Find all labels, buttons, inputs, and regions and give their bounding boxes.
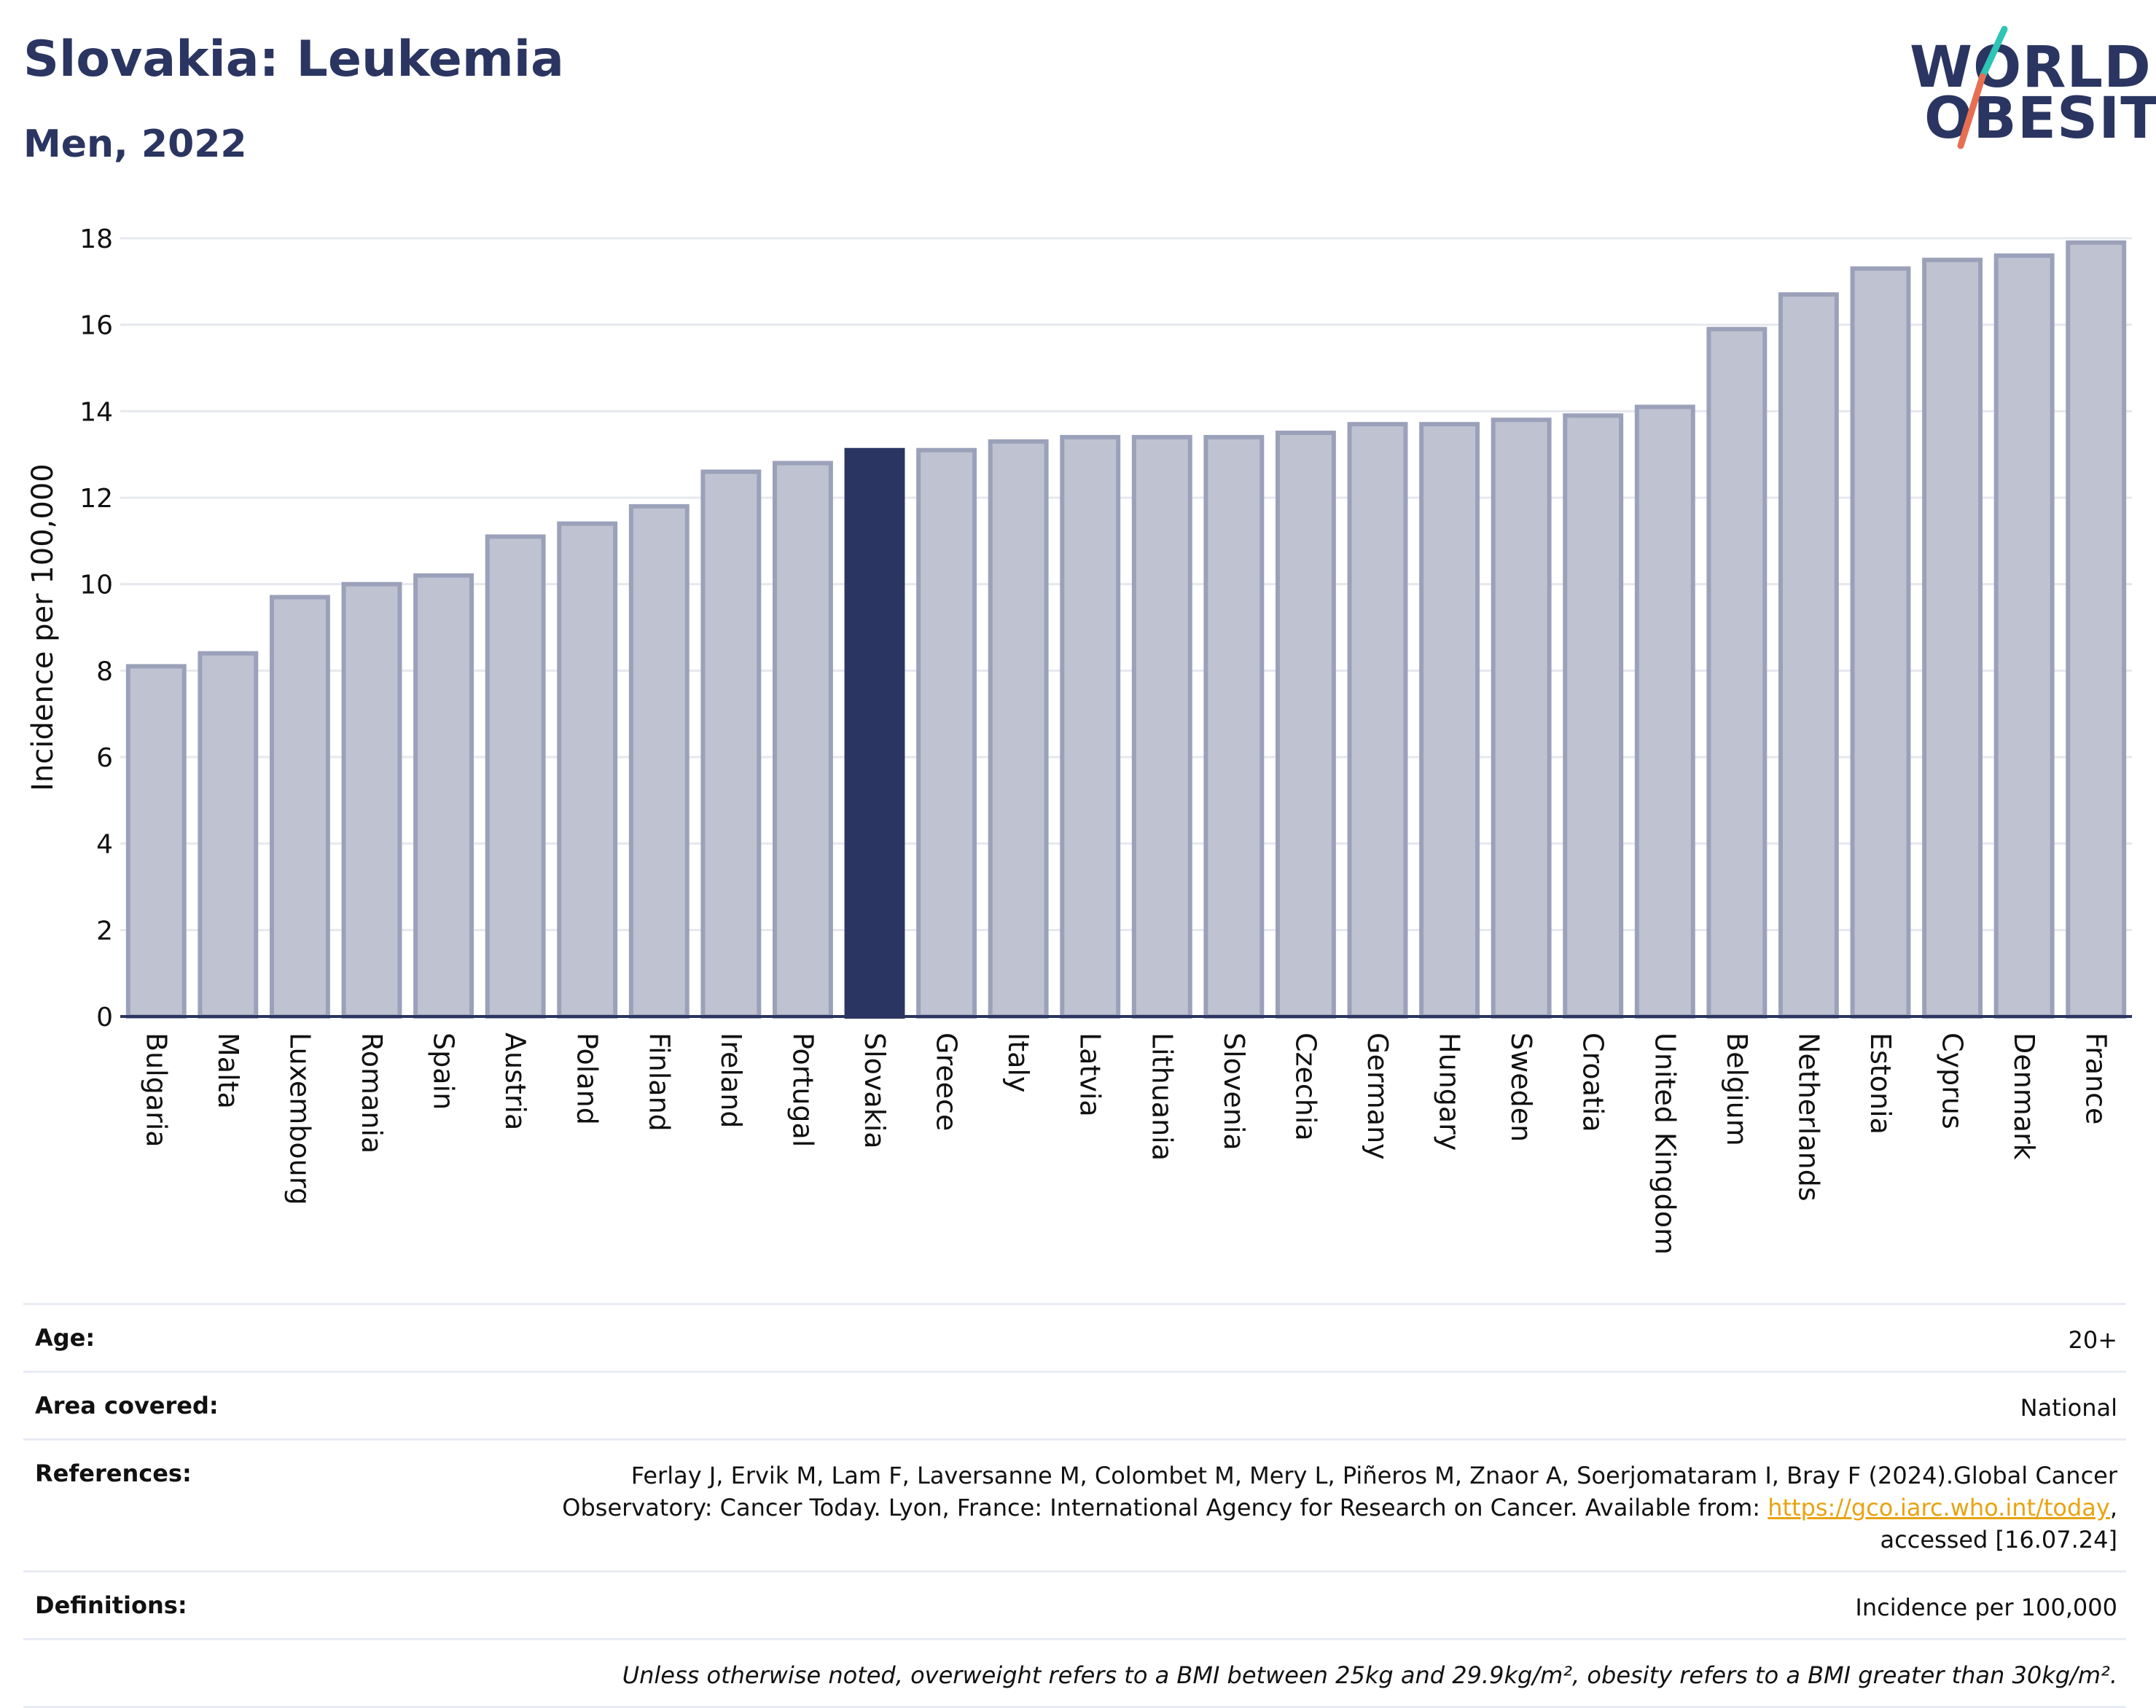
x-tick-label: Portugal [786,1033,819,1147]
area-value: National [2020,1394,2117,1422]
y-tick-label: 6 [96,743,113,773]
info-row-definitions: Definitions: Incidence per 100,000 [23,1570,2126,1638]
bar-estonia [1850,266,1911,1019]
bar-finland [628,504,690,1019]
bar-austria [485,534,546,1019]
y-tick-label: 10 [79,571,113,600]
references-line-3: accessed [16.07.24] [1880,1526,2117,1554]
bar-united-kingdom [1634,404,1695,1019]
y-axis-label: Incidence per 100,000 [26,463,60,791]
definitions-value: Incidence per 100,000 [1855,1594,2117,1621]
bar-belgium [1706,326,1768,1019]
logo-slash-icon [1957,26,2008,149]
age-value: 20+ [2068,1326,2117,1354]
x-tick-label: Romania [356,1033,388,1153]
info-row-references: References: Ferlay J, Ervik M, Lam F, La… [23,1438,2126,1570]
info-row-area: Area covered: National [23,1371,2126,1438]
bar-poland [557,521,618,1019]
references-line-2: Observatory: Cancer Today. Lyon, France:… [562,1494,1761,1521]
x-tick-label: Sweden [1505,1033,1537,1142]
references-line-1: Ferlay J, Ervik M, Lam F, Laversanne M, … [630,1462,2117,1489]
bar-greece [916,447,977,1019]
x-tick-label: Bulgaria [140,1033,172,1148]
world-obesity-logo: WORLD OBESITY [1895,22,2156,160]
x-tick-label: Czechia [1289,1033,1321,1141]
x-tick-label: Poland [571,1033,604,1125]
bar-slovakia [844,447,905,1019]
bar-italy [988,439,1049,1019]
page-title: Slovakia: Leukemia [23,31,564,88]
x-tick-label: Austria [499,1033,531,1130]
bar-spain [413,573,474,1019]
bar-netherlands [1778,292,1839,1019]
bar-hungary [1419,422,1480,1019]
x-tick-label: Estonia [1864,1033,1897,1135]
x-tick-label: Netherlands [1792,1033,1824,1202]
age-label: Age: [35,1324,95,1352]
x-tick-label: France [2080,1033,2112,1124]
logo-line-1: WORLD [1910,35,2152,101]
y-tick-label: 8 [96,657,113,686]
x-tick-label: Cyprus [1937,1033,1969,1129]
bar-ireland [700,469,762,1019]
x-tick-label: Germany [1362,1033,1394,1160]
info-row-note: Unless otherwise noted, overweight refer… [23,1638,2126,1708]
area-label: Area covered: [35,1392,219,1419]
bar-croatia [1563,413,1624,1019]
bar-portugal [772,461,833,1019]
bar-lithuania [1131,434,1192,1019]
x-tick-label: Slovenia [1218,1033,1250,1151]
y-tick-label: 2 [96,916,113,946]
bar-chart: 0 2 4 6 8 10 12 14 16 18 Incidence per 100,000 Bulg… [26,224,2132,1255]
definitions-label: Definitions: [35,1591,187,1619]
y-tick-label: 12 [79,484,113,514]
x-tick-label: Belgium [1721,1033,1753,1146]
x-tick-label: Denmark [2008,1033,2040,1160]
info-table: Age: 20+ Area covered: National Referenc… [23,1303,2126,1708]
bar-cyprus [1922,257,1983,1019]
bar-romania [341,581,402,1019]
page-subtitle: Men, 2022 [23,122,247,166]
x-tick-label: Hungary [1434,1033,1466,1151]
x-tick-label: Italy [1002,1033,1034,1092]
y-tick-label: 4 [96,830,113,860]
references-label: References: [35,1460,192,1487]
y-tick-label: 16 [79,311,113,341]
y-tick-label: 0 [96,1003,113,1033]
x-tick-label: Malta [212,1033,244,1109]
x-tick-label: Ireland [715,1033,747,1128]
x-tick-label: Croatia [1577,1033,1609,1132]
bar-sweden [1491,418,1552,1019]
bar-bulgaria [125,664,187,1019]
references-link[interactable]: https://gco.iarc.who.int/today [1768,1494,2110,1521]
info-row-age: Age: 20+ [23,1303,2126,1371]
bar-luxembourg [269,595,330,1019]
y-tick-label: 18 [79,224,113,254]
y-tick-label: 14 [79,397,113,427]
bar-latvia [1060,434,1121,1019]
references-value: Ferlay J, Ervik M, Lam F, Laversanne M, … [562,1462,2117,1554]
bar-germany [1347,422,1408,1019]
x-tick-label: Finland [643,1033,675,1132]
x-tick-label: Lithuania [1146,1033,1178,1161]
bmi-note: Unless otherwise noted, overweight refer… [622,1661,2117,1689]
x-tick-label: Slovakia [859,1033,891,1149]
x-tick-label: Spain [428,1033,460,1110]
bar-denmark [1993,253,2055,1019]
bar-czechia [1275,431,1336,1019]
x-tick-label: Greece [931,1033,963,1131]
bar-slovenia [1203,434,1265,1019]
bar-malta [198,651,259,1019]
bar-france [2066,240,2127,1019]
x-tick-label: Latvia [1074,1033,1106,1117]
x-tick-label: Luxembourg [284,1033,316,1205]
x-tick-label: United Kingdom [1649,1033,1681,1255]
